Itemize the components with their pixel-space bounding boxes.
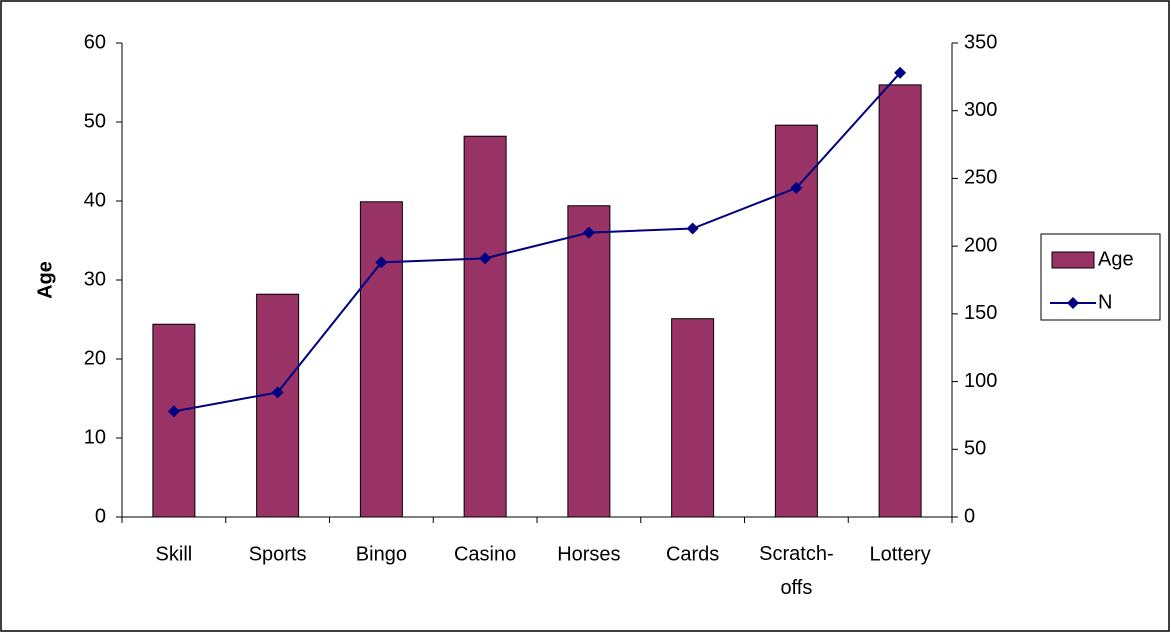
legend-swatch: [1051, 251, 1095, 269]
line-marker: [167, 405, 180, 418]
y2-tick-label: 50: [964, 438, 986, 460]
legend-marker: [1067, 297, 1079, 309]
legend-label: N: [1098, 291, 1112, 313]
line-marker: [686, 222, 699, 235]
y2-tick-label: 300: [964, 99, 997, 121]
bar: [152, 323, 196, 518]
x-tick-label: Cards: [666, 543, 719, 565]
x-tick-label: Lottery: [870, 543, 931, 565]
y-tick-label: 10: [84, 426, 106, 448]
line-marker: [271, 386, 284, 399]
y-tick-label: 0: [95, 505, 106, 527]
line-marker: [375, 256, 388, 269]
y2-tick-label: 0: [964, 505, 975, 527]
bar: [671, 318, 715, 518]
y2-tick-label: 200: [964, 234, 997, 256]
line: [173, 72, 901, 413]
y-tick-label: 50: [84, 110, 106, 132]
line-marker: [790, 181, 803, 194]
x-tick-label: Bingo: [356, 543, 407, 565]
x-tick-label: Skill: [156, 543, 193, 565]
y2-tick-label: 100: [964, 370, 997, 392]
y-tick-label: 30: [84, 268, 106, 290]
bar: [567, 205, 611, 518]
y2-tick-label: 150: [964, 302, 997, 324]
x-tick-label: Scratch-offs: [759, 543, 833, 599]
y-axis-label: Age: [34, 261, 56, 299]
y-tick-label: 60: [84, 31, 106, 53]
y2-tick-label: 250: [964, 167, 997, 189]
y-tick-label: 40: [84, 189, 106, 211]
line-marker: [479, 252, 492, 265]
bar: [878, 84, 922, 518]
bar: [256, 293, 300, 518]
bar: [463, 135, 507, 518]
y2-tick-label: 350: [964, 31, 997, 53]
bar: [774, 124, 818, 518]
line-marker: [894, 66, 907, 79]
x-tick-label: Casino: [454, 543, 516, 565]
y-tick-label: 20: [84, 347, 106, 369]
x-tick-label: Horses: [557, 543, 620, 565]
bar: [359, 201, 403, 518]
legend: [1040, 233, 1161, 321]
legend-label: Age: [1098, 248, 1134, 270]
x-tick-label: Sports: [249, 543, 307, 565]
line-marker: [582, 226, 595, 239]
